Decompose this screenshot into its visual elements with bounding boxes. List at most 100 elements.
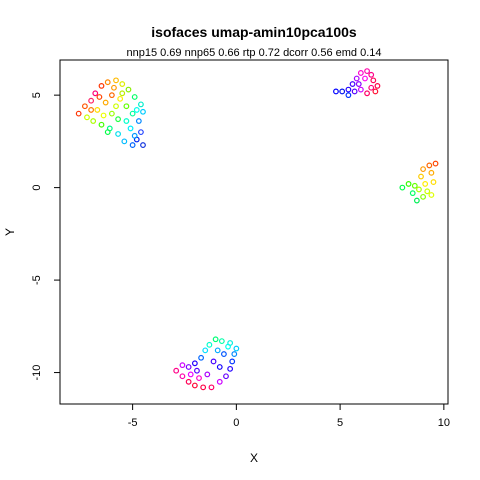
data-point xyxy=(364,68,370,74)
data-point xyxy=(173,367,180,374)
data-point xyxy=(100,112,107,119)
data-point xyxy=(200,384,207,391)
data-point xyxy=(113,77,119,84)
data-point xyxy=(98,121,105,128)
data-point xyxy=(355,81,362,87)
data-point xyxy=(349,81,356,87)
data-point xyxy=(351,88,358,95)
data-point xyxy=(216,364,223,370)
data-point xyxy=(430,179,437,185)
data-point xyxy=(104,79,111,86)
data-point xyxy=(133,107,140,113)
data-point xyxy=(229,358,236,365)
data-point xyxy=(123,118,130,124)
data-point xyxy=(140,142,146,148)
data-point xyxy=(185,364,192,370)
points-layer xyxy=(75,68,439,391)
data-point xyxy=(204,371,211,378)
y-tick-label: -5 xyxy=(31,275,43,285)
data-point xyxy=(208,384,215,391)
data-point xyxy=(212,336,219,343)
data-point xyxy=(424,188,431,195)
data-point xyxy=(191,360,198,367)
data-point xyxy=(115,131,121,137)
data-point xyxy=(221,351,227,357)
data-point xyxy=(233,345,240,352)
data-point xyxy=(422,181,429,187)
axes-layer: -5 0 5 10 5 0 -5 -10 xyxy=(31,92,450,429)
data-point xyxy=(115,116,121,123)
data-point xyxy=(333,88,339,95)
data-point xyxy=(225,343,231,350)
y-axis-label: Y xyxy=(3,228,17,236)
data-point xyxy=(123,103,130,110)
data-point xyxy=(111,84,117,91)
data-point xyxy=(135,118,142,124)
data-point xyxy=(96,94,103,100)
data-point xyxy=(179,373,186,380)
data-point xyxy=(140,108,146,115)
chart-title: isofaces umap-amin10pca100s xyxy=(151,24,357,40)
data-point xyxy=(81,103,88,110)
y-tick-label: -10 xyxy=(31,365,43,381)
data-point xyxy=(399,184,406,191)
data-point xyxy=(339,88,346,95)
y-tick-label: 5 xyxy=(31,92,43,98)
data-point xyxy=(214,347,221,354)
data-point xyxy=(90,118,97,124)
data-point xyxy=(104,129,111,136)
data-point xyxy=(138,101,144,108)
data-point xyxy=(416,186,422,193)
data-point xyxy=(127,125,134,132)
data-point xyxy=(75,110,82,117)
x-tick-label: 10 xyxy=(438,417,450,429)
data-point xyxy=(409,190,416,197)
data-point xyxy=(196,375,202,382)
data-point xyxy=(198,354,204,361)
data-point xyxy=(179,362,186,369)
data-point xyxy=(119,90,126,97)
x-tick-label: 0 xyxy=(233,417,239,429)
data-point xyxy=(218,338,225,345)
data-point xyxy=(98,82,105,89)
data-point xyxy=(432,160,439,167)
data-point xyxy=(88,97,95,104)
data-point xyxy=(121,138,128,145)
data-point xyxy=(92,90,99,97)
data-point xyxy=(362,75,368,82)
data-point xyxy=(428,169,435,176)
data-point xyxy=(131,94,138,100)
data-point xyxy=(94,107,101,113)
x-tick-label: -5 xyxy=(128,417,138,429)
data-point xyxy=(113,103,119,110)
data-point xyxy=(206,341,213,348)
data-point xyxy=(210,358,217,365)
data-point xyxy=(138,129,144,136)
data-point xyxy=(345,92,352,99)
data-point xyxy=(108,92,115,99)
data-point xyxy=(418,173,424,180)
data-point xyxy=(129,142,136,148)
data-point xyxy=(231,351,238,357)
data-point xyxy=(345,86,352,93)
data-point xyxy=(411,182,418,189)
data-point xyxy=(108,110,115,117)
data-point xyxy=(364,90,370,97)
data-point xyxy=(428,192,435,198)
data-point xyxy=(117,95,124,102)
plot-frame xyxy=(59,59,449,405)
data-point xyxy=(102,99,109,106)
data-point xyxy=(420,166,427,173)
data-point xyxy=(119,81,126,87)
y-tick-label: 0 xyxy=(31,185,43,191)
data-point xyxy=(202,347,209,354)
data-point xyxy=(357,70,364,76)
data-point xyxy=(357,86,364,93)
data-point xyxy=(368,71,375,78)
data-point xyxy=(88,107,95,113)
data-point xyxy=(223,373,229,380)
data-point xyxy=(185,378,192,385)
data-point xyxy=(125,86,132,93)
data-point xyxy=(370,77,377,84)
